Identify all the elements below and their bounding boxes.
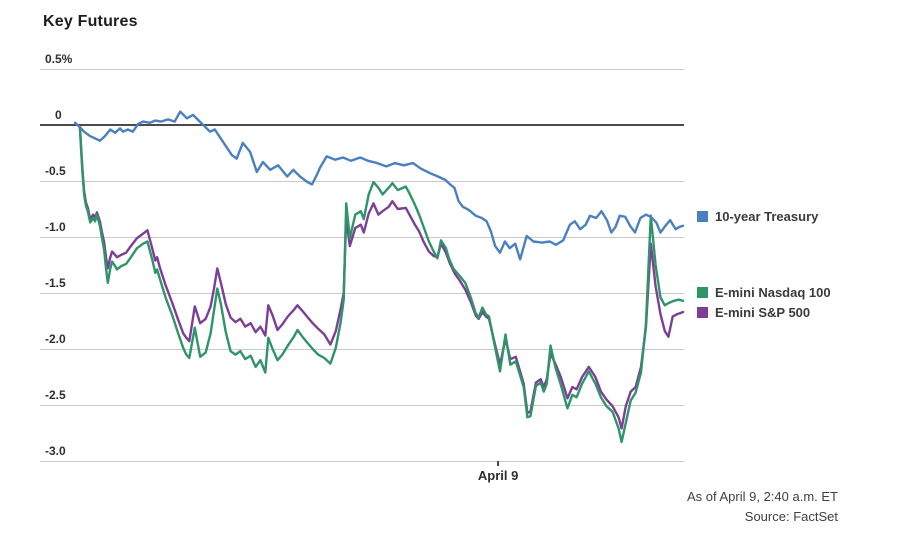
legend-item-emini-nasdaq-100: E-mini Nasdaq 100 (697, 285, 831, 300)
legend-swatch-treasury (697, 211, 708, 222)
legend-item-emini-sp-500: E-mini S&P 500 (697, 305, 810, 320)
gridline (40, 237, 684, 238)
legend-label-nasdaq: E-mini Nasdaq 100 (715, 285, 831, 300)
x-axis-tick (497, 461, 500, 466)
y-axis-tick-label: -2.0 (45, 332, 66, 346)
series-line-10-year-treasury (73, 110, 685, 261)
series-line-e-mini-s-p-500 (78, 125, 685, 430)
y-axis-tick-label: 0 (55, 108, 62, 122)
gridline (40, 69, 684, 70)
y-axis-tick-label: -3.0 (45, 444, 66, 458)
source-text: Source: FactSet (744, 509, 838, 524)
chart-footnote: As of April 9, 2:40 a.m. ET Source: Fact… (687, 487, 838, 527)
y-axis-tick-label: -2.5 (45, 388, 66, 402)
legend-label-sp500: E-mini S&P 500 (715, 305, 811, 320)
as-of-text: As of April 9, 2:40 a.m. ET (686, 489, 838, 504)
legend-swatch-sp500 (697, 307, 708, 318)
gridline (40, 293, 684, 294)
gridline (40, 461, 684, 462)
gridline (40, 405, 684, 406)
y-axis-tick-label: -1.5 (45, 276, 66, 290)
legend-item-10-year-treasury: 10-year Treasury (697, 209, 818, 224)
x-axis-label: April 9 (477, 468, 519, 483)
chart-title: Key Futures (43, 13, 138, 30)
zero-gridline (40, 124, 684, 126)
gridline (40, 181, 684, 182)
legend-swatch-nasdaq (697, 287, 708, 298)
y-axis-tick-label: 0.5% (45, 52, 73, 66)
gridline (40, 349, 684, 350)
legend-label-treasury: 10-year Treasury (715, 209, 819, 224)
series-line-e-mini-nasdaq-100 (78, 125, 685, 444)
y-axis-tick-label: -1.0 (45, 220, 66, 234)
y-axis-tick-label: -0.5 (45, 164, 66, 178)
